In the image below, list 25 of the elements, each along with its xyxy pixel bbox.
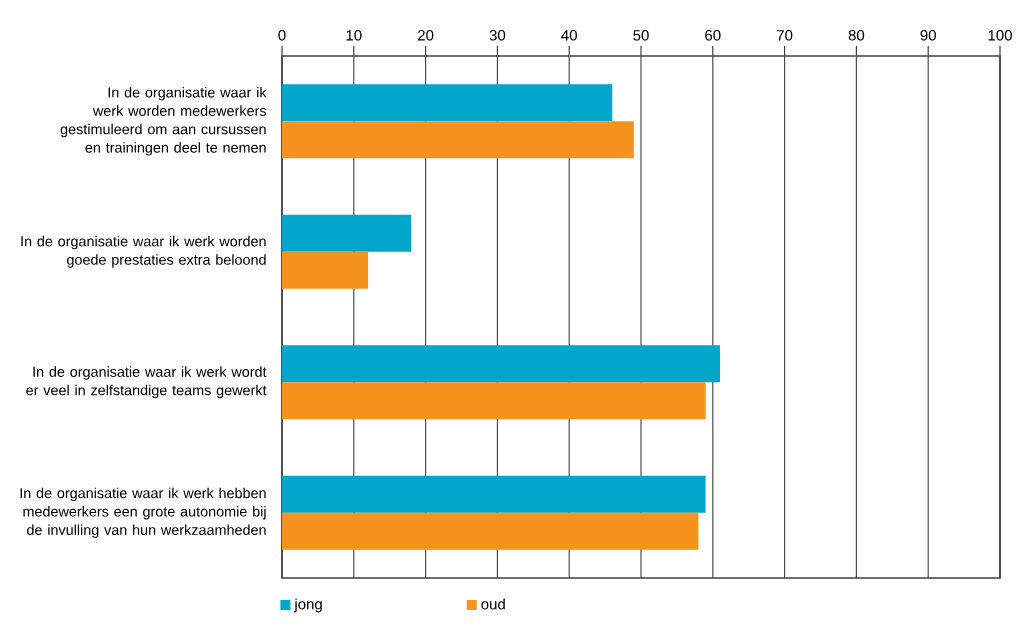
x-tick-label: 60 <box>705 29 721 41</box>
x-tick-label: 10 <box>346 29 362 41</box>
x-tick-label: 50 <box>633 29 649 41</box>
bar <box>282 512 699 550</box>
bar <box>282 475 706 513</box>
x-tick-label: 100 <box>988 29 1012 41</box>
bar <box>282 84 613 122</box>
legend-label: oud <box>481 598 505 610</box>
y-tick-label: In de organisatie waar ik werk wordt er veel in zelfstandige teams gewerkt <box>26 366 267 399</box>
bar <box>282 214 412 252</box>
x-tick-label: 90 <box>920 29 936 41</box>
x-tick-label: 70 <box>777 29 793 41</box>
x-tick-label: 30 <box>489 29 506 41</box>
y-tick-label: In de organisatie waar ik werk worden medewerkers gestimuleerd om aan cursussen en trainingen deel te nemen <box>60 86 267 156</box>
y-tick-label: In de organisatie waar ik werk hebben medewerkers een grote autonomie bij de invulling van hun werkzaamheden <box>20 487 266 538</box>
y-tick-label: In de organisatie waar ik werk worden goede prestaties extra beloond <box>21 235 266 268</box>
bar <box>282 251 369 289</box>
x-tick-label: 40 <box>561 29 577 41</box>
bar <box>282 345 720 383</box>
bar <box>282 382 706 420</box>
bar <box>282 121 634 159</box>
x-tick-label: 80 <box>848 29 865 41</box>
x-tick-label: 0 <box>278 29 286 41</box>
legend-label: jong <box>294 598 322 613</box>
x-tick-label: 20 <box>418 29 434 41</box>
